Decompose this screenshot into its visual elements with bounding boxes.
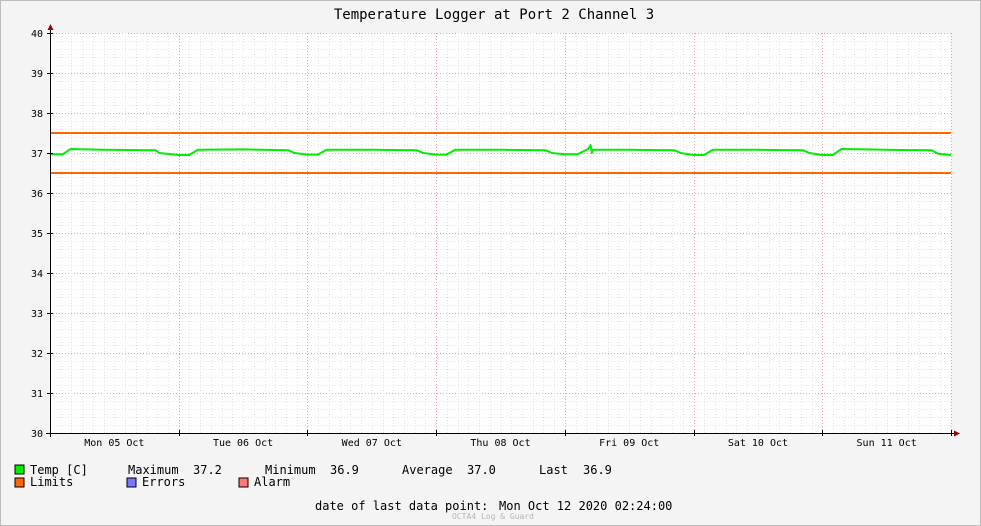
x-tick-label: Sun 11 Oct [857,438,917,449]
y-tick-label: 39 [31,69,43,80]
y-tick-label: 35 [31,229,43,240]
legend-average-label: Average [402,463,453,477]
legend-average-value: 37.0 [467,463,496,477]
y-tick-labels: 30 31 32 33 34 35 36 37 38 39 40 [31,29,53,440]
series-line-temp [50,144,952,156]
x-tick-label: Fri 09 Oct [599,438,659,449]
legend-maximum-value: 37.2 [193,463,222,477]
legend-temp-label: Temp [C] [30,463,88,477]
x-tick-label: Tue 06 Oct [213,438,273,449]
y-tick-label: 33 [31,309,43,320]
y-tick-label: 40 [31,29,43,40]
x-tick-label: Wed 07 Oct [342,438,402,449]
y-tick-label: 38 [31,109,43,120]
legend-swatch-limits [14,477,25,488]
legend-alarm-label: Alarm [254,475,290,489]
limit-lines [50,132,951,174]
y-tick-label: 37 [31,149,43,160]
y-tick-label: 32 [31,349,43,360]
x-tick-label: Thu 08 Oct [470,438,530,449]
legend-swatch-alarm [238,477,249,488]
legend-swatch-temp [14,464,25,475]
chart-title: Temperature Logger at Port 2 Channel 3 [334,7,654,23]
legend-errors-label: Errors [142,475,185,489]
axes [46,24,960,437]
y-tick-label: 31 [31,389,43,400]
legend-limits-label: Limits [30,475,73,489]
series-layer [50,144,952,156]
credit-text: OCTA4 Log & Guard [452,512,534,521]
y-axis-arrow [47,24,54,30]
y-tick-label: 36 [31,189,43,200]
x-tick-label: Mon 05 Oct [84,438,144,449]
legend-minimum-value: 36.9 [330,463,359,477]
last-data-point-value: Mon Oct 12 2020 02:24:00 [499,499,672,513]
last-data-point-label: date of last data point: [315,499,488,513]
y-tick-label: 34 [31,269,43,280]
x-axis-arrow [954,430,960,437]
legend-minimum-label: Minimum [265,463,316,477]
legend-last-label: Last [539,463,568,477]
x-tick-labels: Mon 05 Oct Tue 06 Oct Wed 07 Oct Thu 08 Oct… [50,430,952,449]
y-tick-label: 30 [31,429,43,440]
legend-swatch-errors [126,477,137,488]
legend-last-value: 36.9 [583,463,612,477]
x-tick-label: Sat 10 Oct [728,438,788,449]
grid [50,33,952,434]
legend-maximum-label: Maximum [128,463,179,477]
